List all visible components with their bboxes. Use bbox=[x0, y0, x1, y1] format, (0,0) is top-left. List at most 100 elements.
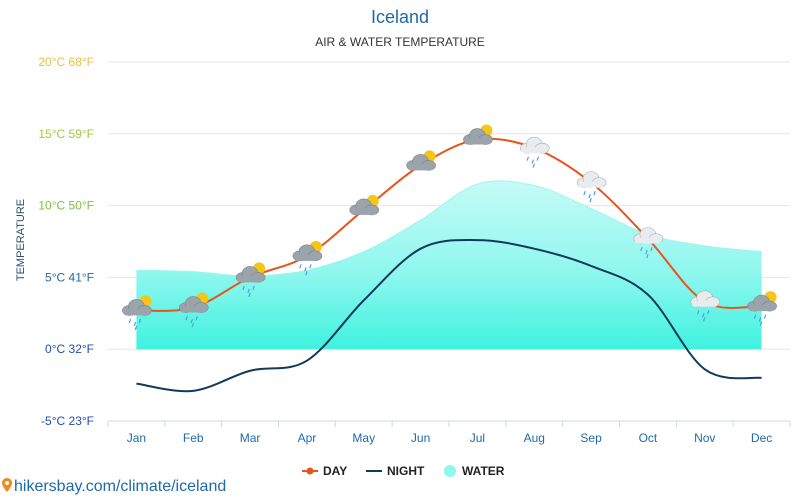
y-tick-label: 5°C 41°F bbox=[45, 270, 94, 284]
cloud-base bbox=[634, 237, 661, 244]
raindrop bbox=[532, 163, 535, 168]
cloud-rain-icon bbox=[519, 136, 550, 168]
raindrop bbox=[758, 317, 762, 322]
water-area-layer bbox=[136, 180, 762, 350]
x-tick-label: Feb bbox=[183, 431, 204, 445]
raindrop bbox=[190, 318, 193, 324]
raindrop bbox=[526, 156, 529, 161]
x-tick-label: Jun bbox=[411, 431, 430, 445]
y-axis-label: TEMPERATURE bbox=[15, 199, 27, 281]
raindrop bbox=[134, 325, 138, 331]
raindrop bbox=[195, 315, 198, 321]
raindrop bbox=[185, 315, 188, 321]
source-link[interactable]: hikersbay.com/climate/iceland bbox=[2, 478, 226, 496]
legend-water-marker bbox=[444, 465, 456, 477]
raindrop bbox=[640, 247, 643, 252]
raindrop bbox=[703, 317, 706, 322]
cloud-base bbox=[123, 309, 150, 316]
raindrop bbox=[305, 271, 308, 276]
raindrop bbox=[138, 318, 142, 324]
raindrop bbox=[309, 264, 312, 269]
weather-icons-layer bbox=[122, 124, 777, 331]
sun-cloud-icon bbox=[406, 150, 436, 171]
raindrop bbox=[191, 322, 194, 328]
raindrop bbox=[304, 267, 307, 272]
cloud-base bbox=[180, 306, 207, 313]
cloud-base bbox=[293, 254, 320, 261]
source-link-text: hikersbay.com/climate/iceland bbox=[14, 478, 227, 495]
sun-cloud-rain-icon bbox=[747, 291, 777, 326]
sun-cloud-icon bbox=[349, 194, 380, 216]
y-tick-label: -5°C 23°F bbox=[41, 414, 94, 428]
water-area bbox=[136, 180, 762, 350]
cloud-rain-icon bbox=[576, 171, 607, 203]
legend: DAY NIGHT WATER bbox=[302, 464, 505, 478]
raindrop bbox=[299, 264, 302, 269]
y-tick-labels: -5°C 23°F 0°C 32°F 5°C 41°F 10°C 50°F 15°C 5… bbox=[38, 55, 94, 428]
raindrop bbox=[707, 310, 710, 315]
raindrop bbox=[133, 321, 137, 327]
cloud-base bbox=[350, 208, 377, 215]
sun-cloud-icon bbox=[463, 124, 493, 145]
cloud-base bbox=[521, 147, 548, 154]
x-tick-label: Oct bbox=[639, 431, 658, 445]
x-tick-label: Dec bbox=[751, 431, 772, 445]
cloud-base bbox=[578, 181, 605, 188]
x-tick-label: Aug bbox=[524, 431, 545, 445]
cloud-base bbox=[691, 300, 718, 307]
x-tick-label: Jan bbox=[127, 431, 146, 445]
raindrop bbox=[759, 321, 763, 326]
raindrop bbox=[248, 292, 251, 297]
cloud-base bbox=[237, 276, 264, 283]
raindrop bbox=[702, 313, 705, 318]
cloud-base bbox=[464, 138, 491, 145]
raindrop bbox=[588, 194, 591, 199]
raindrop bbox=[753, 314, 757, 319]
raindrop bbox=[645, 250, 648, 255]
x-tick-label: Mar bbox=[240, 431, 261, 445]
y-tick-label: 0°C 32°F bbox=[45, 342, 94, 356]
sun-cloud-rain-icon bbox=[122, 295, 152, 331]
legend-day-marker bbox=[306, 467, 314, 475]
y-tick-label: 20°C 68°F bbox=[38, 55, 94, 69]
chart-title: Iceland bbox=[371, 7, 429, 27]
legend-item-night[interactable]: NIGHT bbox=[366, 464, 425, 478]
raindrop bbox=[583, 191, 586, 196]
raindrop bbox=[650, 247, 653, 252]
legend-item-day[interactable]: DAY bbox=[302, 464, 347, 478]
x-tick-labels: Jan Feb Mar Apr May Jun Jul Aug Sep Oct Nov Dec bbox=[127, 431, 773, 445]
raindrop bbox=[593, 191, 596, 196]
y-tick-label: 15°C 59°F bbox=[38, 127, 94, 141]
raindrop bbox=[536, 156, 539, 161]
legend-night-label: NIGHT bbox=[387, 464, 425, 478]
raindrop bbox=[247, 288, 250, 293]
cloud-base bbox=[407, 164, 434, 171]
raindrop bbox=[531, 159, 534, 164]
legend-water-label: WATER bbox=[462, 464, 505, 478]
x-tick-label: Jul bbox=[470, 431, 485, 445]
raindrop bbox=[128, 318, 132, 324]
raindrop bbox=[697, 310, 700, 315]
x-tick-label: Apr bbox=[298, 431, 317, 445]
chart-subtitle: AIR & WATER TEMPERATURE bbox=[315, 35, 485, 49]
cloud-rain-icon bbox=[690, 290, 721, 322]
raindrop bbox=[589, 198, 592, 203]
cloud-base bbox=[748, 305, 775, 312]
y-tick-label: 10°C 50°F bbox=[38, 199, 94, 213]
legend-item-water[interactable]: WATER bbox=[444, 464, 505, 478]
raindrop bbox=[252, 285, 255, 290]
sun-cloud-rain-icon bbox=[178, 292, 209, 328]
location-pin-icon bbox=[2, 478, 12, 492]
x-tick-label: May bbox=[352, 431, 375, 445]
night-line bbox=[136, 238, 762, 393]
raindrop bbox=[646, 254, 649, 259]
x-tick-label: Nov bbox=[694, 431, 715, 445]
cloud-rain-icon bbox=[633, 227, 664, 259]
sun-cloud-rain-icon bbox=[235, 262, 266, 297]
sun-cloud-rain-icon bbox=[292, 240, 323, 276]
raindrop bbox=[763, 314, 767, 319]
raindrop bbox=[242, 285, 245, 290]
x-tick-label: Sep bbox=[580, 431, 602, 445]
legend-day-label: DAY bbox=[323, 464, 347, 478]
